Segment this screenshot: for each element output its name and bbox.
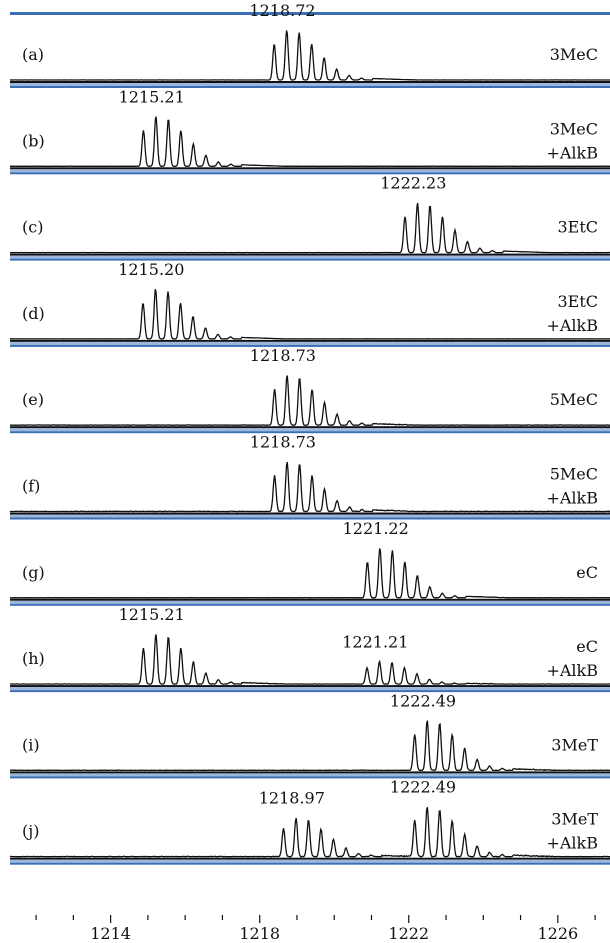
spectrum-trace <box>9 720 610 772</box>
panel-letter: (d) <box>22 304 45 323</box>
panel-f: (f) 5MeC +AlkB 1218.73 <box>9 433 610 520</box>
panel-divider-dark <box>10 431 610 434</box>
panel-a: (a) 3MeC 1218.72 <box>9 1 610 88</box>
panel-divider-dark <box>10 862 610 865</box>
peak-label: 1222.49 <box>390 691 456 710</box>
baseline <box>10 81 610 83</box>
spectrum-trace <box>10 289 610 340</box>
spectrum-trace <box>10 375 610 426</box>
spectrum-trace <box>9 807 610 858</box>
peak-label: 1218.72 <box>249 1 315 20</box>
peak-label: 1221.21 <box>342 633 408 652</box>
panel-e: (e) 5MeC 1218.73 <box>10 346 610 434</box>
peak-label: 1215.21 <box>119 87 185 106</box>
x-tick-label: 1222 <box>388 924 429 943</box>
sample-label: eC <box>576 637 598 656</box>
sample-label: 3MeC <box>550 45 598 64</box>
panel-divider-dark <box>10 258 610 261</box>
panel-divider <box>10 687 610 691</box>
baseline <box>10 167 610 170</box>
baseline <box>10 339 610 342</box>
panel-divider <box>10 169 610 173</box>
panel-divider <box>10 428 610 432</box>
peak-label: 1222.49 <box>390 778 456 797</box>
sample-label: +AlkB <box>546 316 598 335</box>
panel-divider <box>10 773 610 777</box>
panel-h: (h) eC +AlkB 1215.21 1221.21 <box>9 605 610 693</box>
spectrum-trace <box>9 461 610 513</box>
spectrum-trace <box>9 548 610 599</box>
panel-divider <box>10 341 610 345</box>
peak-label: 1221.22 <box>343 519 409 538</box>
baseline <box>10 598 610 601</box>
panel-divider <box>10 600 610 604</box>
panel-j: (j) 3MeT +AlkB 1218.97 1222.49 <box>9 778 610 865</box>
spectrum-trace <box>10 202 610 254</box>
panel-c: (c) 3EtC 1222.23 <box>10 174 610 261</box>
peak-label: 1222.23 <box>380 174 446 193</box>
sample-label: 3MeC <box>550 119 598 138</box>
top-rule <box>10 12 610 15</box>
peak-label: 1215.20 <box>118 260 184 279</box>
baseline <box>10 426 610 429</box>
panel-divider-dark <box>10 776 610 779</box>
sample-label: +AlkB <box>546 143 598 162</box>
baseline <box>10 771 610 774</box>
sample-label: 3EtC <box>557 218 598 237</box>
baseline <box>10 253 610 256</box>
sample-label: eC <box>576 563 598 582</box>
panel-letter: (a) <box>22 45 44 64</box>
sample-label: 5MeC <box>550 390 598 409</box>
sample-label: +AlkB <box>546 489 598 508</box>
baseline <box>10 685 610 688</box>
x-tick-label: 1214 <box>90 924 131 943</box>
panel-b: (b) 3MeC +AlkB 1215.21 <box>9 87 610 175</box>
spectrum-trace <box>9 634 610 685</box>
panel-divider <box>10 83 610 86</box>
panel-divider-dark <box>10 172 610 175</box>
peak-label: 1218.97 <box>259 789 325 808</box>
panel-letter: (f) <box>22 477 40 496</box>
panel-letter: (g) <box>22 563 45 582</box>
sample-label: +AlkB <box>546 834 598 853</box>
sample-label: +AlkB <box>546 661 598 680</box>
panel-divider-dark <box>10 603 610 606</box>
sample-label: 3EtC <box>557 292 598 311</box>
panel-g: (g) eC 1221.22 <box>9 519 610 606</box>
peak-label: 1218.73 <box>250 346 316 365</box>
panel-letter: (j) <box>22 822 39 841</box>
x-tick-label: 1218 <box>239 924 280 943</box>
spectrum-trace <box>9 30 610 81</box>
peak-label: 1218.73 <box>250 433 316 452</box>
peak-label: 1215.21 <box>119 605 185 624</box>
panel-letter: (c) <box>22 218 43 237</box>
panel-divider-dark <box>10 690 610 693</box>
panel-letter: (b) <box>22 131 45 150</box>
panel-divider-dark <box>10 344 610 347</box>
panel-divider <box>10 514 610 518</box>
panel-divider-dark <box>10 86 610 88</box>
panel-divider <box>10 255 610 259</box>
panel-divider-dark <box>10 517 610 520</box>
sample-label: 5MeC <box>550 465 598 484</box>
panel-d: (d) 3EtC +AlkB 1215.20 <box>10 260 610 347</box>
x-tick-label: 1226 <box>537 924 578 943</box>
spectrum-trace <box>9 116 610 167</box>
panel-letter: (i) <box>22 735 40 754</box>
baseline <box>10 857 610 860</box>
panel-letter: (e) <box>22 390 44 409</box>
x-axis: 1214 1218 1222 1226 <box>35 915 596 943</box>
panel-divider <box>10 859 610 863</box>
panel-letter: (h) <box>22 649 45 668</box>
sample-label: 3MeT <box>551 735 598 754</box>
baseline <box>10 512 610 515</box>
sample-label: 3MeT <box>551 810 598 829</box>
panel-i: (i) 3MeT 1222.49 <box>9 691 610 779</box>
